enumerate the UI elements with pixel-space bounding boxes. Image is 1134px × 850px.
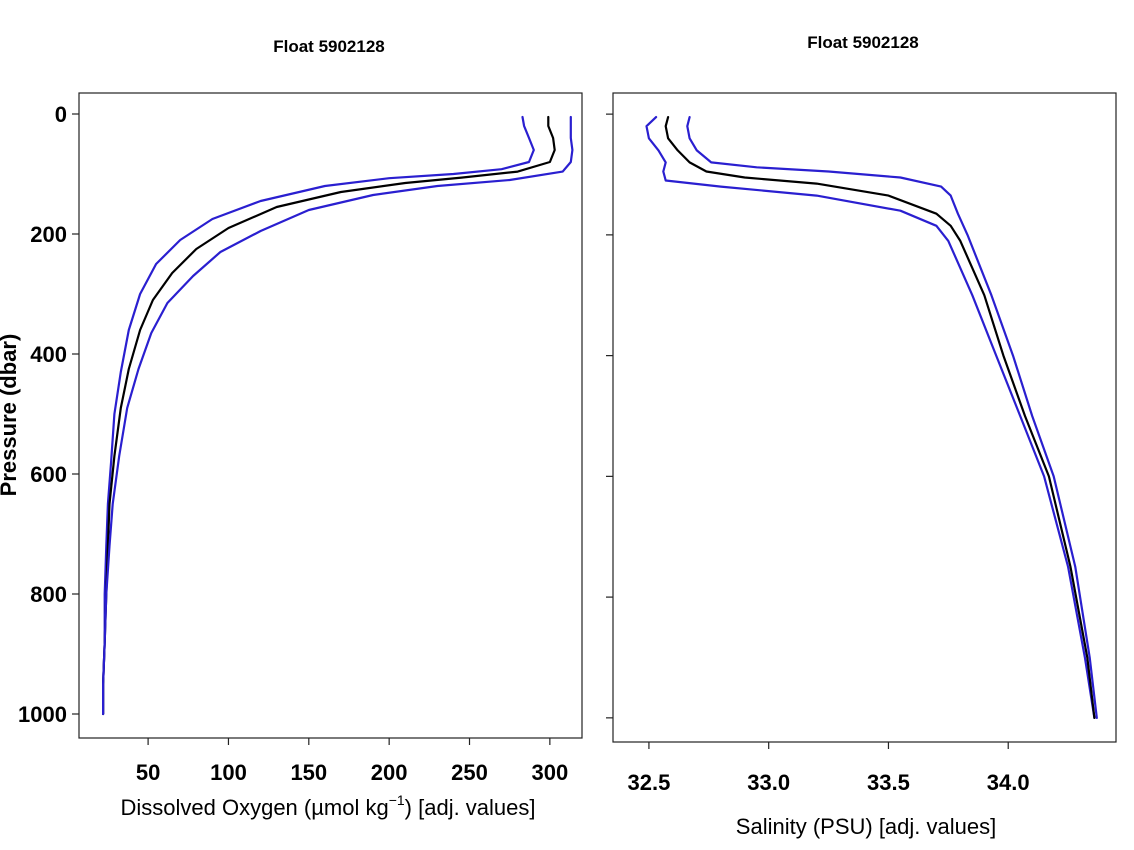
lower-profile-line	[645, 115, 1096, 720]
x-tick-label: 33.5	[867, 770, 910, 795]
y-tick-label: 600	[30, 462, 67, 487]
upper-profile-line	[101, 115, 574, 716]
oxygen-profile-lines	[101, 115, 574, 716]
oxygen-x-axis-label-main: Dissolved Oxygen (µmol kg	[120, 795, 388, 820]
mean-profile-line	[664, 115, 1096, 720]
oxygen-x-axis-label-tail: ) [adj. values]	[405, 795, 536, 820]
x-tick-label: 200	[371, 760, 408, 785]
salinity-plot-frame	[612, 92, 1117, 743]
oxygen-panel-title: Float 5902128	[273, 37, 385, 56]
x-tick-label: 33.0	[747, 770, 790, 795]
oxygen-panel: Float 5902128 0 200 400 600 800 1000 50 100 150…	[0, 37, 583, 820]
y-axis-label: Pressure (dbar)	[0, 334, 21, 497]
x-tick-label: 250	[451, 760, 488, 785]
x-tick-label: 34.0	[987, 770, 1030, 795]
y-tick-label: 1000	[18, 702, 67, 727]
upper-profile-line	[686, 115, 1098, 720]
oxygen-x-axis-label: Dissolved Oxygen (µmol kg−1) [adj. value…	[120, 792, 535, 820]
salinity-y-ticks	[606, 113, 613, 719]
salinity-panel: Float 5902128 32.5 33.0 33.5 34.0 Salinity …	[606, 33, 1117, 839]
x-tick-label: 100	[210, 760, 247, 785]
y-tick-label: 0	[55, 102, 67, 127]
x-tick-label: 300	[532, 760, 569, 785]
oxygen-y-ticks: 0 200 400 600 800 1000	[18, 102, 79, 727]
x-tick-label: 150	[290, 760, 327, 785]
oxygen-plot-frame	[78, 92, 583, 739]
x-tick-label: 50	[136, 760, 160, 785]
oxygen-x-axis-label-superscript: −1	[389, 792, 405, 808]
y-tick-label: 400	[30, 342, 67, 367]
y-tick-label: 200	[30, 222, 67, 247]
mean-profile-line	[101, 115, 556, 716]
salinity-x-ticks: 32.5 33.0 33.5 34.0	[628, 742, 1030, 795]
x-tick-label: 32.5	[628, 770, 671, 795]
oxygen-x-ticks: 50 100 150 200 250 300	[136, 738, 568, 785]
salinity-panel-title: Float 5902128	[807, 33, 919, 52]
salinity-x-axis-label: Salinity (PSU) [adj. values]	[736, 814, 996, 839]
lower-profile-line	[101, 115, 535, 716]
y-tick-label: 800	[30, 582, 67, 607]
salinity-profile-lines	[645, 115, 1098, 720]
